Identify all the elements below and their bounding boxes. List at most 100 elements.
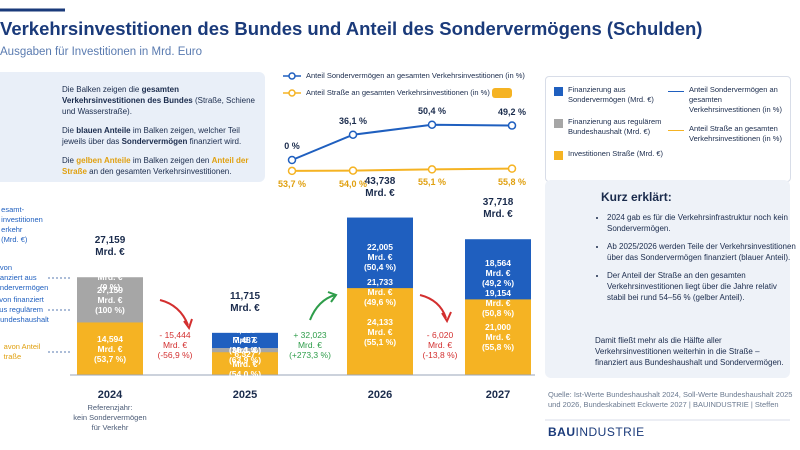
total-label: 11,715 Mrd. € [229, 290, 261, 314]
legend-label: Anteil Sondervermögen an gesamten Verkeh… [306, 71, 525, 80]
arrow-down [159, 299, 189, 326]
info-paragraph: Die blauen Anteile im Balken zeigen, wel… [62, 125, 257, 147]
bullet: Ab 2025/2026 werden Teile der Verkehrsin… [607, 241, 797, 263]
x-tick-label: 2025 [232, 389, 258, 401]
x-tick-label: 2027 [485, 389, 511, 401]
arrow-down [419, 294, 447, 319]
legend-label: Finanzierung aus regulärem Bundeshaushal… [568, 117, 662, 136]
logo: BAUINDUSTRIE [548, 425, 645, 439]
value-label: 0 % [284, 141, 300, 151]
text: Sondervermögen [121, 137, 188, 146]
legend-label: Finanzierung aus Sondervermögen (Mrd. €) [568, 85, 654, 104]
logo-rest: INDUSTRIE [575, 425, 645, 439]
text: im Balken zeigen den [130, 156, 212, 165]
change-label: + 32,023 Mrd. € (+273,3 %) [289, 330, 331, 360]
value-label: 53,7 % [277, 178, 307, 189]
bullet: 2024 gab es für die Verkehrsinfrastruktu… [607, 212, 797, 234]
conclusion: Damit fließt mehr als die Hälfte aller V… [595, 336, 784, 367]
text: gelben Anteile [76, 156, 131, 165]
info-paragraph: Die gelben Anteile im Balken zeigen den … [62, 155, 257, 177]
line [291, 167, 513, 172]
bar-segment [212, 352, 278, 375]
value-label: 4,228 Mrd. € (36,1 %) [228, 325, 262, 356]
value-label: 27,159 Mrd. € (100 %) [95, 284, 125, 315]
row-label: avon Anteil traße [3, 342, 41, 361]
text: (Straße, Schiene und Wasserstraße). [62, 96, 255, 116]
value-label: 22,005 Mrd. € (50,4 %) [363, 242, 397, 273]
bullet: Der Anteil der Straße an den gesamten Ve… [607, 270, 797, 303]
point [348, 166, 358, 175]
value-label: 6,327 Mrd. € (54,0 %) [228, 348, 262, 379]
value-label: 24,133 Mrd. € (55,1 %) [363, 316, 397, 347]
arrow-head [441, 311, 452, 324]
legend-marker [288, 72, 296, 80]
point [287, 155, 297, 165]
change-label: - 6,020 Mrd. € (-13,8 %) [422, 330, 458, 360]
note: Referenzjahr: kein Sondervermögen für Ve… [73, 403, 147, 432]
point [507, 121, 517, 130]
legend-swatch [554, 87, 563, 96]
legend-label: Anteil Straße an gesamten Verkehrsinvest… [689, 124, 782, 143]
legend-label: Anteil Sondervermögen an gesamten Verkeh… [689, 85, 782, 114]
title: Verkehrsinvestitionen des Bundes und Ant… [0, 18, 703, 39]
legend-marker [288, 89, 296, 97]
legend-swatch [554, 151, 563, 160]
change-label: - 15,444 Mrd. € (-56,9 %) [157, 330, 193, 360]
value-label: 54,0 % [338, 178, 368, 189]
info-text: Die Balken zeigen die gesamten Verkehrsi… [62, 84, 257, 185]
point [427, 165, 437, 174]
point [348, 130, 358, 139]
change-arrows [159, 291, 452, 331]
text: Die Balken zeigen die [62, 85, 142, 94]
legend-swatch [554, 119, 563, 128]
text: Anteil der Straße [62, 156, 249, 176]
total-label: 43,738 Mrd. € [364, 175, 396, 199]
point [287, 166, 297, 176]
explainer-box: Kurz erklärt: 2024 gab es für die Verkeh… [545, 180, 796, 378]
value-label: 21,000 Mrd. € (55,8 %) [481, 322, 515, 353]
bar-segment [465, 299, 531, 375]
bar-segment [465, 239, 531, 307]
text: Die [62, 126, 77, 135]
value-label: 36,1 % [338, 115, 368, 126]
bar-segment [212, 332, 278, 349]
line [291, 123, 513, 161]
bar-segment [77, 322, 143, 375]
legend-line [668, 130, 684, 131]
value-label: 49,2 % [497, 106, 527, 117]
legend-box: Finanzierung aus Sondervermögen (Mrd. €)… [545, 76, 791, 182]
legend-label: Anteil Straße an gesamten Verkehrsinvest… [306, 88, 490, 97]
value-label: 50,4 % [417, 105, 447, 116]
value-label: 14,594 Mrd. € (53,7 %) [93, 333, 127, 364]
subtitle: Ausgaben für Investitionen in Mrd. Euro [0, 46, 203, 58]
info-box: Die Balken zeigen die gesamten Verkehrsi… [0, 72, 265, 182]
arrow-up [309, 294, 336, 321]
text: blauen Anteile [76, 126, 131, 135]
row-pointers [48, 277, 72, 353]
value-label: 19,154 Mrd. € (50,8 %) [481, 287, 515, 318]
x-tick-label: 2026 [367, 389, 393, 401]
value-label: 7,487 Mrd. € (63,9 %) [228, 335, 262, 366]
row-label: avon finanziert aus regulärem Bundeshaus… [0, 295, 49, 324]
text: an den gesamten Verkehrsinvestitionen. [86, 167, 232, 176]
source: Quelle: Ist-Werte Bundeshaushalt 2024, S… [548, 390, 793, 409]
row-label: esamt- investitionen erkehr (Mrd. €) [1, 205, 43, 244]
text: finanziert wird. [187, 137, 242, 146]
value-label: 18,564 Mrd. € (49,2 %) [481, 257, 515, 288]
row-label: avon nanziert aus ondervermögen [0, 263, 49, 292]
info-paragraph: Die Balken zeigen die gesamten Verkehrsi… [62, 84, 257, 117]
total-label: 27,159 Mrd. € [94, 235, 126, 259]
point [427, 120, 437, 129]
legend-line [668, 91, 684, 92]
point [507, 164, 517, 173]
bar-segment [347, 288, 413, 375]
explainer-title: Kurz erklärt: [601, 190, 672, 204]
logo-bold: BAU [548, 425, 576, 439]
value-label: 55,1 % [417, 177, 447, 188]
text: im Balken zeigen, welcher Teil jeweils ü… [62, 126, 240, 146]
bar-segment [347, 217, 413, 297]
x-tick-label: 2024 [97, 389, 123, 401]
legend-label: Investitionen Straße (Mrd. €) [568, 149, 664, 158]
